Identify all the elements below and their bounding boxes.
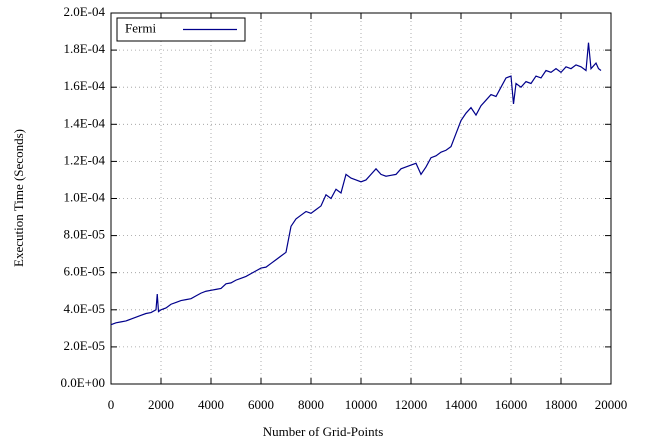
x-axis-title: Number of Grid-Points [263, 424, 384, 439]
y-tick-label: 1.4E-04 [63, 115, 105, 130]
y-tick-label: 1.8E-04 [63, 41, 105, 56]
y-axis-title: Execution Time (Seconds) [11, 129, 26, 267]
y-tick-label: 2.0E-05 [63, 338, 105, 353]
data-line [110, 42, 602, 326]
y-tick-label: 0.0E+00 [60, 375, 105, 390]
plot-frame [110, 12, 612, 385]
y-tick-label: 4.0E-05 [63, 301, 105, 316]
x-tick-label: 6000 [248, 397, 274, 412]
x-tick-label: 18000 [545, 397, 578, 412]
y-tick-label: 2.0E-04 [63, 4, 105, 19]
legend-label: Fermi [125, 20, 156, 35]
x-tick-label: 2000 [148, 397, 174, 412]
x-tick-label: 12000 [395, 397, 428, 412]
y-tick-label: 8.0E-05 [63, 227, 105, 242]
x-tick-label: 16000 [495, 397, 528, 412]
x-tick-label: 10000 [345, 397, 378, 412]
x-tick-label: 14000 [445, 397, 478, 412]
y-tick-label: 1.0E-04 [63, 189, 105, 204]
x-tick-label: 0 [108, 397, 115, 412]
x-tick-label: 8000 [298, 397, 324, 412]
legend-box [116, 17, 246, 42]
y-tick-label: 1.2E-04 [63, 152, 105, 167]
x-tick-label: 4000 [198, 397, 224, 412]
x-tick-label: 20000 [595, 397, 628, 412]
y-tick-label: 6.0E-05 [63, 264, 105, 279]
y-tick-label: 1.6E-04 [63, 78, 105, 93]
